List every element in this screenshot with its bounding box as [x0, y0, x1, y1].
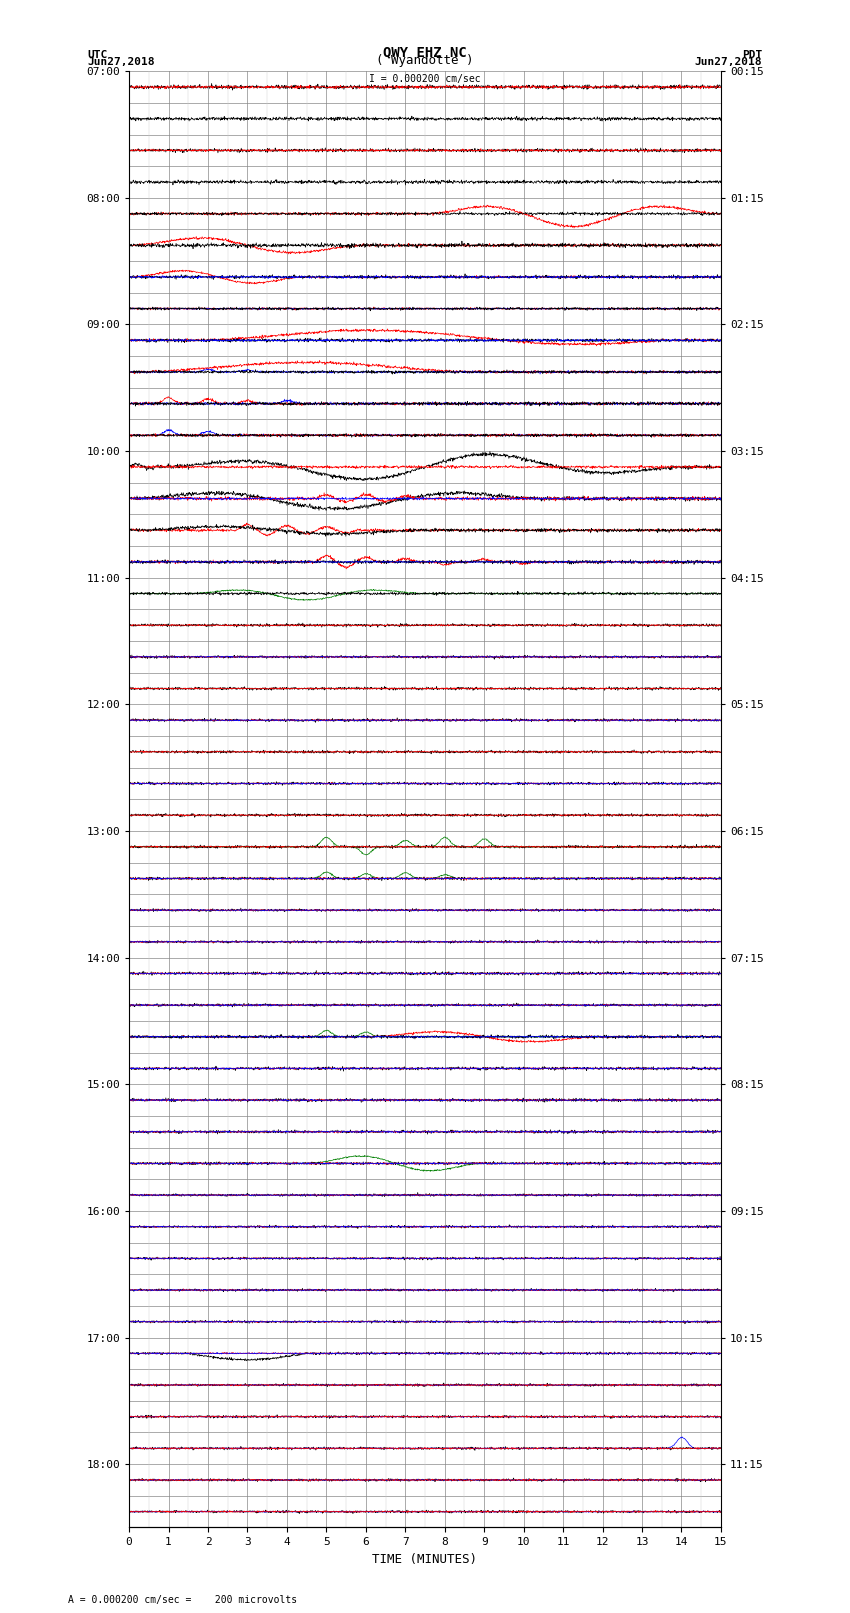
X-axis label: TIME (MINUTES): TIME (MINUTES) [372, 1553, 478, 1566]
Text: PDT: PDT [742, 50, 762, 60]
Text: UTC: UTC [88, 50, 108, 60]
Text: I = 0.000200 cm/sec: I = 0.000200 cm/sec [369, 74, 481, 84]
Text: A = 0.000200 cm/sec =    200 microvolts: A = 0.000200 cm/sec = 200 microvolts [68, 1595, 298, 1605]
Text: Jun27,2018: Jun27,2018 [88, 56, 156, 66]
Text: QWY EHZ NC: QWY EHZ NC [383, 45, 467, 60]
Text: ( Wyandotte ): ( Wyandotte ) [377, 53, 473, 66]
Text: Jun27,2018: Jun27,2018 [694, 56, 762, 66]
